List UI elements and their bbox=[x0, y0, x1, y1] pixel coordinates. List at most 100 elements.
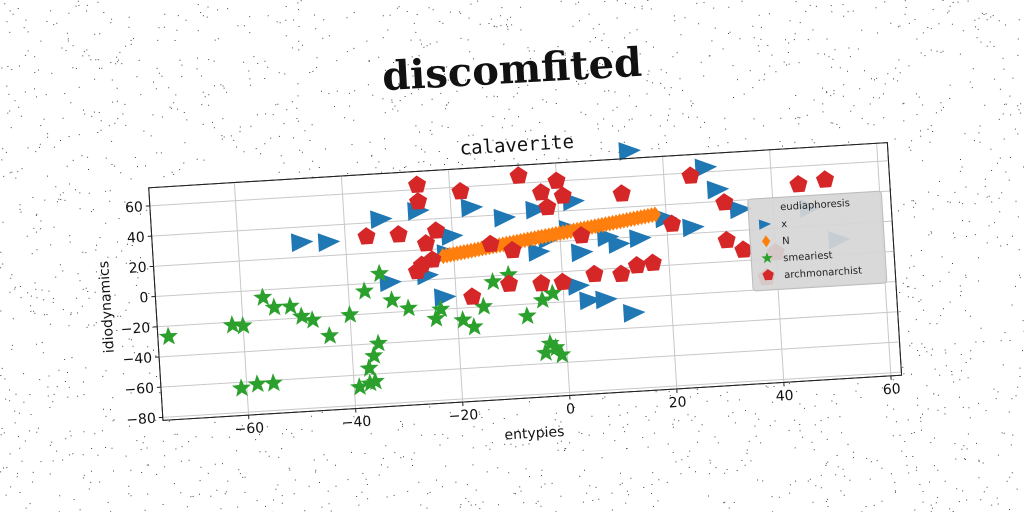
series-smeariest-point bbox=[264, 297, 284, 316]
series-smeariest-point bbox=[517, 306, 537, 325]
series-smeariest-point bbox=[350, 377, 369, 396]
series-x-point bbox=[629, 229, 652, 249]
x-tick-label: 60 bbox=[882, 381, 901, 398]
series-smeariest-point bbox=[382, 290, 402, 309]
x-tick-label: −60 bbox=[234, 420, 264, 438]
series-smeariest-point bbox=[398, 298, 418, 317]
series-x-point bbox=[379, 273, 402, 293]
series-smeariest-point bbox=[364, 345, 384, 365]
series-smeariest-point bbox=[253, 287, 273, 306]
grid-line-x bbox=[447, 169, 464, 403]
series-smeariest-point bbox=[532, 290, 552, 309]
series-archmonarchist-point bbox=[789, 174, 808, 193]
series-x-point bbox=[694, 158, 718, 178]
y-tick-label: −80 bbox=[126, 411, 156, 429]
series-archmonarchist-point bbox=[662, 214, 681, 233]
grid-line-y bbox=[162, 371, 902, 418]
legend-title: eudiaphoresis bbox=[780, 198, 850, 213]
series-archmonarchist-point bbox=[509, 166, 528, 184]
series-smeariest-point bbox=[535, 342, 555, 362]
series-archmonarchist-point bbox=[612, 184, 631, 202]
grid-line-x bbox=[662, 156, 678, 389]
series-smeariest-point bbox=[360, 373, 380, 392]
series-archmonarchist-point bbox=[734, 240, 753, 258]
series-archmonarchist-point bbox=[407, 261, 426, 280]
legend-n-label: N bbox=[782, 236, 790, 247]
series-smeariest-point bbox=[247, 374, 267, 393]
series-smeariest-point bbox=[431, 299, 451, 318]
legend-archmonarchist-marker bbox=[762, 269, 774, 281]
series-smeariest-point bbox=[464, 317, 484, 336]
legend-smeariest-label: smeariest bbox=[783, 250, 833, 264]
series-archmonarchist-point bbox=[463, 287, 482, 305]
series-smeariest-point bbox=[552, 345, 572, 364]
series-archmonarchist-point bbox=[681, 166, 700, 184]
series-smeariest-point bbox=[354, 281, 374, 300]
series-archmonarchist-point bbox=[426, 221, 445, 239]
x-tick-label: −40 bbox=[341, 414, 371, 432]
series-archmonarchist-point bbox=[531, 183, 551, 201]
plot-area: −60 −40 −20 0 20 40 60 −80 −60 −40 −20 0 20 40 60 cal… bbox=[96, 131, 903, 444]
series-x-point bbox=[493, 208, 517, 228]
series-archmonarchist-point bbox=[585, 264, 604, 283]
series-archmonarchist-point bbox=[532, 274, 551, 292]
series-x-point bbox=[525, 200, 548, 220]
series-x-point bbox=[527, 243, 551, 262]
series-archmonarchist-point bbox=[815, 170, 835, 188]
series-x-point bbox=[570, 243, 594, 263]
series-smeariest-point bbox=[365, 371, 385, 391]
series-archmonarchist-point bbox=[451, 181, 470, 200]
series-archmonarchist-point bbox=[357, 227, 376, 245]
series-x-point bbox=[595, 290, 618, 310]
series-smeariest-point bbox=[474, 296, 494, 316]
series-x-point bbox=[682, 218, 705, 238]
grid-line-x bbox=[233, 182, 250, 416]
series-smeariest-point bbox=[320, 325, 340, 345]
y-axis: −80 −60 −40 −20 0 20 40 60 bbox=[120, 199, 163, 429]
series-x-point bbox=[579, 291, 602, 311]
series-archmonarchist-point bbox=[553, 272, 572, 291]
grid-line-y bbox=[159, 311, 898, 358]
series-smeariest-point bbox=[426, 308, 446, 328]
series-smeariest-point bbox=[280, 296, 300, 315]
series-archmonarchist-point bbox=[416, 234, 435, 252]
series-x-point bbox=[567, 277, 591, 296]
y-tick-label: −20 bbox=[120, 320, 150, 338]
series-smeariest-point bbox=[359, 358, 379, 377]
y-tick-label: 0 bbox=[139, 290, 149, 307]
series-x-point bbox=[618, 142, 641, 161]
x-tick-label: 0 bbox=[566, 401, 576, 418]
series-smeariest-point bbox=[302, 310, 322, 329]
series-x-point bbox=[622, 304, 646, 323]
y-tick-label: −60 bbox=[124, 381, 154, 399]
series-x-point bbox=[290, 233, 314, 253]
x-tick-label: −20 bbox=[448, 407, 478, 425]
series-smeariest-point bbox=[158, 326, 178, 346]
series-x-point bbox=[608, 235, 631, 254]
series-smeariest-point bbox=[263, 373, 283, 392]
chart-title: calaverite bbox=[459, 131, 575, 160]
legend-smeariest-marker bbox=[761, 252, 773, 264]
series-smeariest-point bbox=[222, 315, 242, 334]
series-archmonarchist-point bbox=[627, 256, 646, 274]
x-tick-label: 20 bbox=[668, 394, 687, 411]
series-x-point bbox=[596, 228, 620, 247]
legend-box bbox=[747, 190, 888, 292]
series-archmonarchist-point bbox=[389, 225, 408, 243]
series-archmonarchist-point bbox=[572, 226, 591, 244]
series-archmonarchist-point bbox=[409, 192, 428, 210]
series-smeariest-point bbox=[483, 271, 503, 291]
series-smeariest-point bbox=[368, 333, 388, 352]
series-archmonarchist-point bbox=[408, 175, 427, 194]
series-x-point bbox=[370, 210, 393, 230]
series-archmonarchist-point bbox=[538, 197, 557, 216]
series-x-point bbox=[460, 198, 484, 218]
series-archmonarchist-point bbox=[481, 234, 500, 253]
y-tick-label: 60 bbox=[125, 199, 144, 216]
legend-x-marker bbox=[758, 219, 772, 230]
y-axis-label: idiodynamics bbox=[96, 260, 118, 353]
series-archmonarchist-point bbox=[643, 253, 662, 272]
